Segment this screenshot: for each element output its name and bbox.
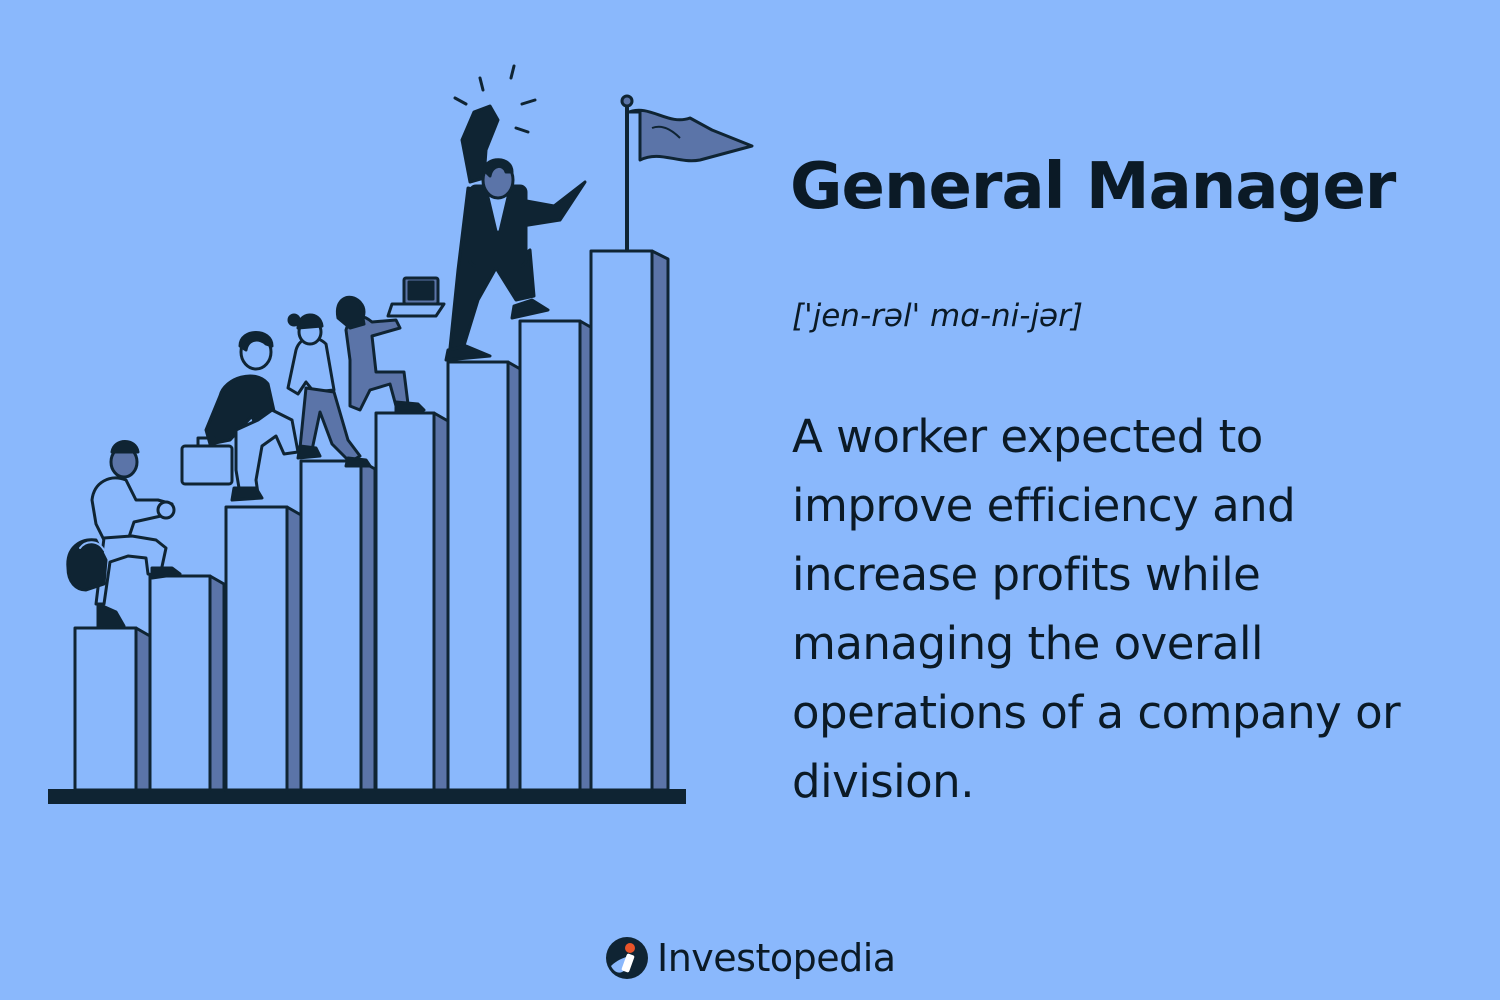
bar-step-3 <box>224 505 303 792</box>
bar-step-4 <box>299 459 377 792</box>
brand-name: Investopedia <box>657 936 896 980</box>
bar-steps <box>73 249 670 792</box>
figure-ponytail <box>286 313 372 468</box>
figure-with-briefcase <box>180 331 300 502</box>
page-title: General Manager <box>790 150 1396 224</box>
definition-text: A worker expected to improve efficiency … <box>792 410 1401 808</box>
bar-step-1 <box>73 626 152 792</box>
career-ladder-illustration <box>48 64 754 804</box>
leader-figure <box>444 104 587 362</box>
bar-step-6 <box>446 360 524 792</box>
bar-step-8 <box>589 249 670 792</box>
bar-step-5 <box>374 411 450 792</box>
figure-with-backpack <box>66 440 182 630</box>
bar-step-2 <box>148 574 226 792</box>
brand-footer[interactable]: Investopedia <box>605 932 896 984</box>
celebration-sparks <box>453 64 537 134</box>
flag-icon <box>620 94 754 251</box>
figure-with-laptop <box>335 276 446 414</box>
bar-step-7 <box>518 319 596 792</box>
ground-line <box>48 789 686 804</box>
investopedia-logo-icon <box>606 937 648 979</box>
pronunciation: ['jen-rəl' mɑ-ni-jər] <box>792 298 1083 334</box>
